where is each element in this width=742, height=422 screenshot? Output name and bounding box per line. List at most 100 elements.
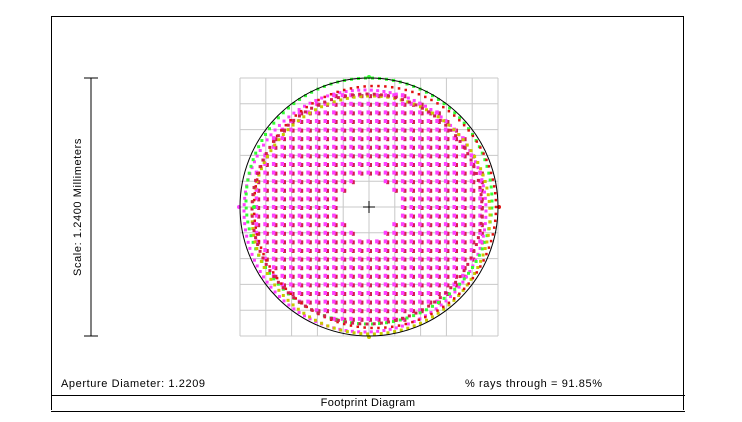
edge-dot-red [342,88,346,92]
edge-dot-magenta [474,160,478,164]
footprint-dot-red [394,128,398,133]
footprint-dot-red [283,188,286,193]
footprint-dot-red [291,188,295,193]
edge-dot-yellow [252,233,256,237]
footprint-dot-magenta [435,187,439,192]
footprint-dot-red [386,249,390,253]
footprint-dot-red [265,197,269,202]
footprint-dot-magenta [297,265,302,270]
edge-dot-red [489,239,493,243]
footprint-dot-red [472,180,476,185]
footprint-dot-magenta [323,144,327,149]
footprint-dot-red [437,197,441,202]
edge-dot-darkred [297,114,301,118]
footprint-dot-red [317,197,321,202]
edge-dot-darkred [261,256,265,260]
edge-dot-magenta [258,149,262,152]
edge-dot-darkred [310,308,314,312]
footprint-dot-red [386,317,390,322]
footprint-dot-red [437,154,441,159]
edge-dot-red [289,292,292,296]
footprint-dot-magenta [452,205,456,209]
footprint-dot-red [386,111,390,116]
edge-dot-magenta [478,172,482,176]
footprint-dot-red [265,180,269,185]
footprint-dot-magenta [418,144,422,149]
edge-dot-yellow [412,102,416,106]
footprint-dot-red [351,111,355,116]
footprint-dot-magenta [340,162,345,166]
footprint-dot-magenta [469,213,474,218]
footprint-dot-magenta [375,93,379,98]
footprint-dot-magenta [383,265,388,270]
footprint-dot-red [394,266,398,271]
edge-dot-yellow [332,100,336,104]
edge-dot-red [356,325,360,329]
footprint-dot-magenta [323,291,327,295]
footprint-dot-magenta [332,248,336,252]
footprint-dot-magenta [280,144,284,149]
footprint-dot-red [283,266,286,271]
footprint-dot-red [437,283,441,288]
edge-dot-yellow [259,259,263,263]
footprint-dot-magenta [271,162,276,166]
edge-dot-yellow [352,331,356,335]
footprint-dot-magenta [392,127,396,132]
footprint-dot-magenta [314,144,319,149]
edge-dot-yellow [255,247,259,251]
footprint-dot-magenta [383,162,388,166]
edge-dot-red [397,324,401,327]
footprint-dot-magenta [366,239,370,244]
edge-dot-green [272,277,276,281]
footprint-dot-red [326,197,329,202]
edge-dot-red [255,178,259,181]
footprint-dot-magenta [418,248,422,252]
footprint-dot-red [463,240,467,245]
footprint-dot-magenta [357,153,362,158]
footprint-dot-magenta [297,179,302,184]
footprint-dot-red [369,128,372,133]
footprint-dot-magenta [383,179,388,184]
footprint-dot-magenta [306,136,310,141]
footprint-dot-red [480,231,484,236]
footprint-dot-red [429,120,433,124]
edge-dot-magenta [369,330,373,334]
footprint-dot-magenta [375,144,379,149]
footprint-dot-red [300,257,304,262]
footprint-dot-magenta [400,248,405,252]
footprint-dot-magenta [349,273,353,278]
footprint-dot-red [300,266,304,271]
footprint-dot-magenta [435,153,439,158]
footprint-dot-magenta [383,239,388,244]
edge-dot-yellow [481,173,485,177]
footprint-dot-red [317,223,321,228]
footprint-dot-magenta [314,162,319,166]
footprint-dot-magenta [366,256,370,261]
edge-dot-darkred [427,110,431,114]
footprint-dot-red [455,223,458,228]
edge-dot-magenta [243,228,247,232]
footprint-dot-red [437,180,441,185]
footprint-dot-red [257,223,261,228]
footprint-dot-red [412,206,415,210]
footprint-dot-magenta [452,256,456,261]
footprint-dot-magenta [323,187,327,192]
footprint-dot-red [429,223,433,228]
footprint-dot-magenta [426,256,431,261]
edge-dot-magenta [439,115,443,119]
edge-dot-green [246,178,250,182]
footprint-dot-magenta [306,213,310,218]
edge-dot-red [254,185,258,188]
edge-dot-darkred [438,296,442,300]
footprint-dot-red [412,223,415,228]
edge-dot-red [411,320,414,324]
footprint-dot-magenta [297,136,302,141]
footprint-dot-magenta [314,282,319,287]
footprint-dot-magenta [375,248,379,252]
footprint-dot-magenta [435,136,439,141]
footprint-dot-magenta [340,144,345,149]
footprint-dot-red [455,171,458,176]
edge-dot-red [424,95,427,99]
footprint-dot-red [369,266,372,271]
footprint-dot-magenta [392,110,396,115]
